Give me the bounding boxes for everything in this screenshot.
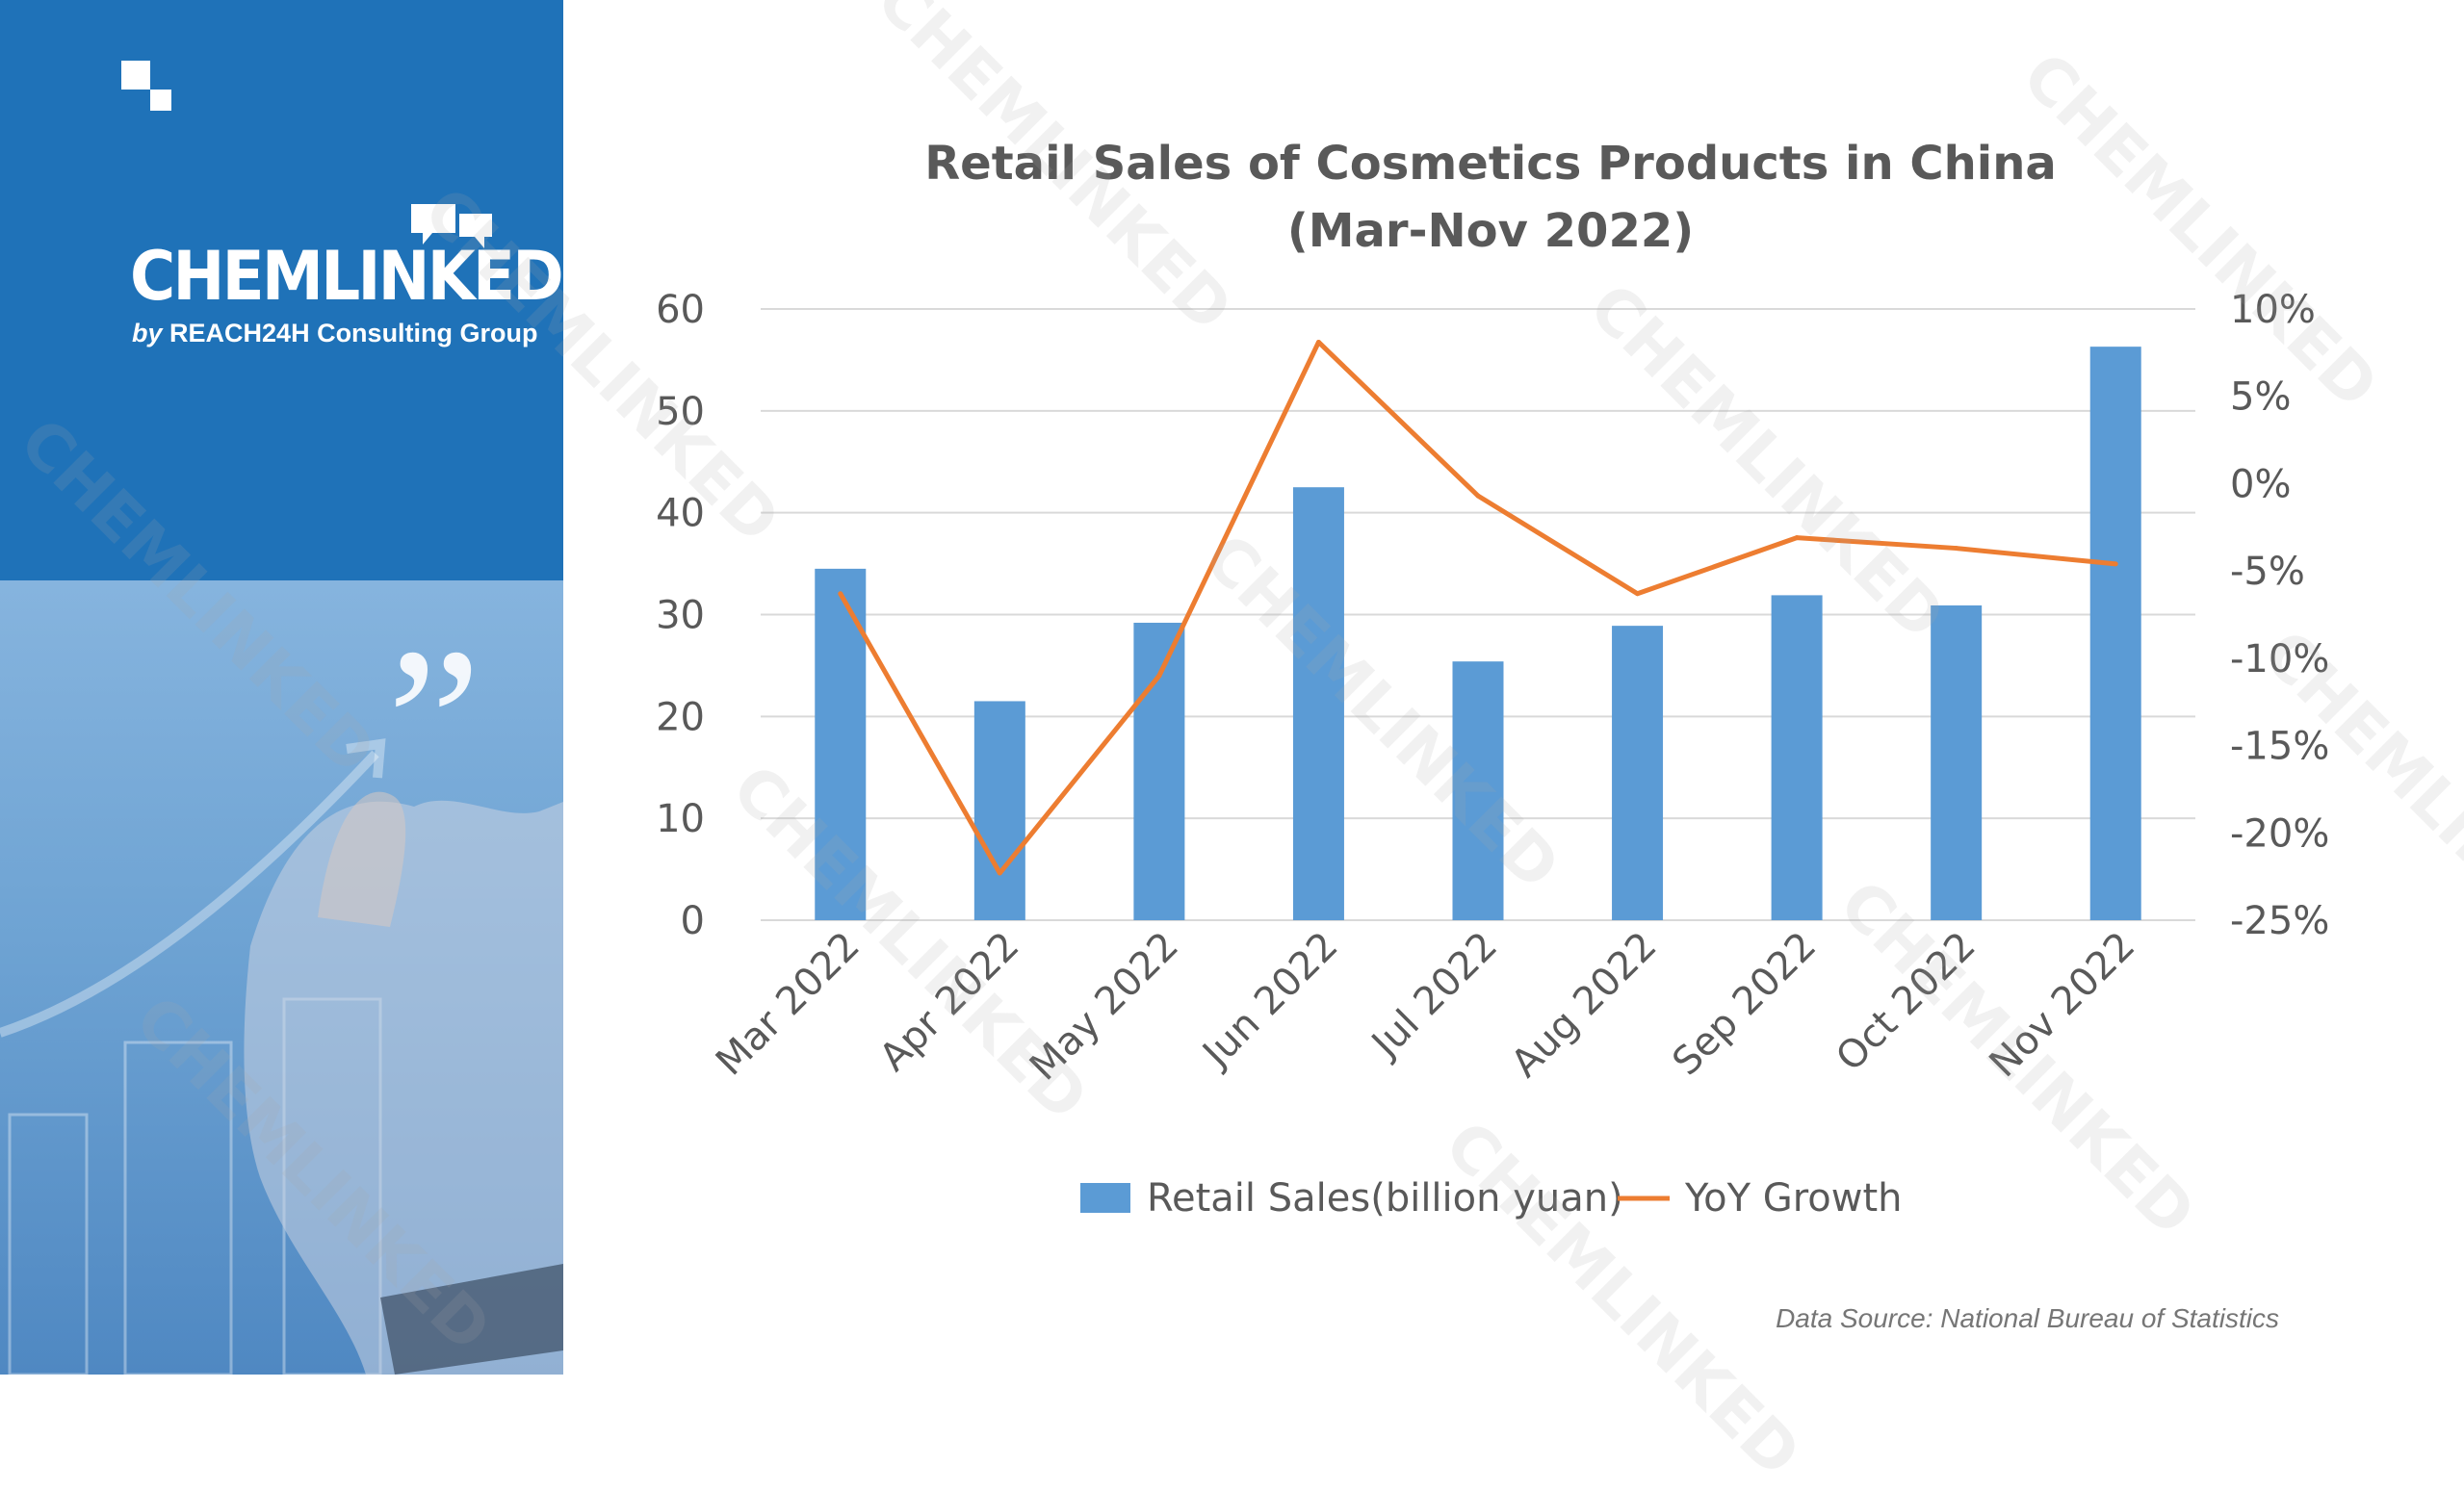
x-tick-label: Sep 2022 bbox=[1664, 924, 1825, 1085]
x-tick-label: Jul 2022 bbox=[1362, 924, 1506, 1068]
y-right-tick-label: -5% bbox=[2230, 550, 2305, 594]
y-right-tick-label: 10% bbox=[2230, 288, 2316, 332]
bar bbox=[1292, 487, 1344, 920]
line-point bbox=[838, 591, 843, 597]
line-point bbox=[1315, 339, 1321, 345]
legend-label-retail-sales: Retail Sales(billion yuan) bbox=[1147, 1176, 1623, 1221]
bar bbox=[1452, 661, 1504, 920]
line-point bbox=[1156, 673, 1162, 679]
x-tick-label: Jun 2022 bbox=[1193, 924, 1347, 1078]
logo-square-1 bbox=[121, 61, 150, 90]
bar bbox=[1931, 604, 1983, 920]
bar bbox=[1133, 622, 1185, 920]
y-right-tick-label: -10% bbox=[2230, 637, 2329, 681]
brand-logo-text: CHEMLINKED bbox=[130, 237, 563, 316]
y-left-tick-label: 30 bbox=[656, 594, 705, 638]
y-left-tick-label: 10 bbox=[656, 797, 705, 841]
chart-title: Retail Sales of Cosmetics Products in Ch… bbox=[924, 137, 2057, 191]
line-point bbox=[2113, 561, 2118, 567]
line-point bbox=[1635, 591, 1641, 597]
sidebar-top-panel bbox=[0, 0, 563, 580]
legend-swatch-retail-sales bbox=[1080, 1183, 1130, 1213]
y-right-tick-label: 0% bbox=[2230, 462, 2291, 506]
y-left-tick-label: 20 bbox=[656, 695, 705, 739]
x-tick-label: Oct 2022 bbox=[1828, 924, 1984, 1080]
x-tick-label: May 2022 bbox=[1022, 924, 1187, 1090]
chart-subtitle: (Mar-Nov 2022) bbox=[1287, 204, 1694, 258]
x-tick-label: Mar 2022 bbox=[708, 924, 869, 1085]
line-point bbox=[1475, 493, 1481, 499]
x-tick-label: Apr 2022 bbox=[871, 924, 1027, 1080]
chat-bubbles-icon bbox=[411, 204, 492, 248]
y-left-tick-label: 40 bbox=[656, 492, 705, 536]
y-right-tick-label: -20% bbox=[2230, 811, 2329, 856]
legend: Retail Sales(billion yuan) YoY Growth bbox=[1080, 1176, 1903, 1221]
y-right-tick-label: -25% bbox=[2230, 899, 2329, 943]
quote-icon: ” bbox=[387, 604, 481, 839]
data-source-note: Data Source: National Bureau of Statisti… bbox=[1776, 1303, 2279, 1333]
brand-tagline: by REACH24H Consulting Group bbox=[132, 319, 538, 347]
x-tick-label: Aug 2022 bbox=[1503, 924, 1666, 1087]
bar bbox=[1612, 626, 1664, 920]
line-point bbox=[1794, 535, 1800, 541]
line-point bbox=[997, 870, 1002, 876]
line-series bbox=[838, 339, 2118, 876]
y-left-tick-label: 50 bbox=[656, 390, 705, 434]
bar-series bbox=[815, 347, 2141, 920]
x-tick-label: Nov 2022 bbox=[1982, 924, 2144, 1087]
logo-square-2 bbox=[150, 90, 171, 111]
line-point bbox=[1954, 546, 1959, 552]
y-right-tick-label: 5% bbox=[2230, 375, 2291, 420]
bar bbox=[1771, 595, 1823, 920]
hand-drawing-chart-illustration bbox=[0, 738, 563, 1375]
bar bbox=[973, 701, 1025, 920]
legend-label-yoy-growth: YoY Growth bbox=[1684, 1176, 1903, 1221]
y-left-tick-label: 0 bbox=[681, 899, 705, 943]
sidebar: CHEMLINKED by REACH24H Consulting Group … bbox=[0, 0, 563, 1375]
y-right-tick-label: -15% bbox=[2230, 725, 2329, 769]
chart: Retail Sales of Cosmetics Products in Ch… bbox=[656, 137, 2329, 1221]
y-left-tick-label: 60 bbox=[656, 288, 705, 332]
bar bbox=[2089, 347, 2141, 920]
